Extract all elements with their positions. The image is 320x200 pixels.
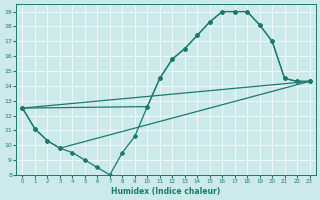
X-axis label: Humidex (Indice chaleur): Humidex (Indice chaleur) — [111, 187, 221, 196]
